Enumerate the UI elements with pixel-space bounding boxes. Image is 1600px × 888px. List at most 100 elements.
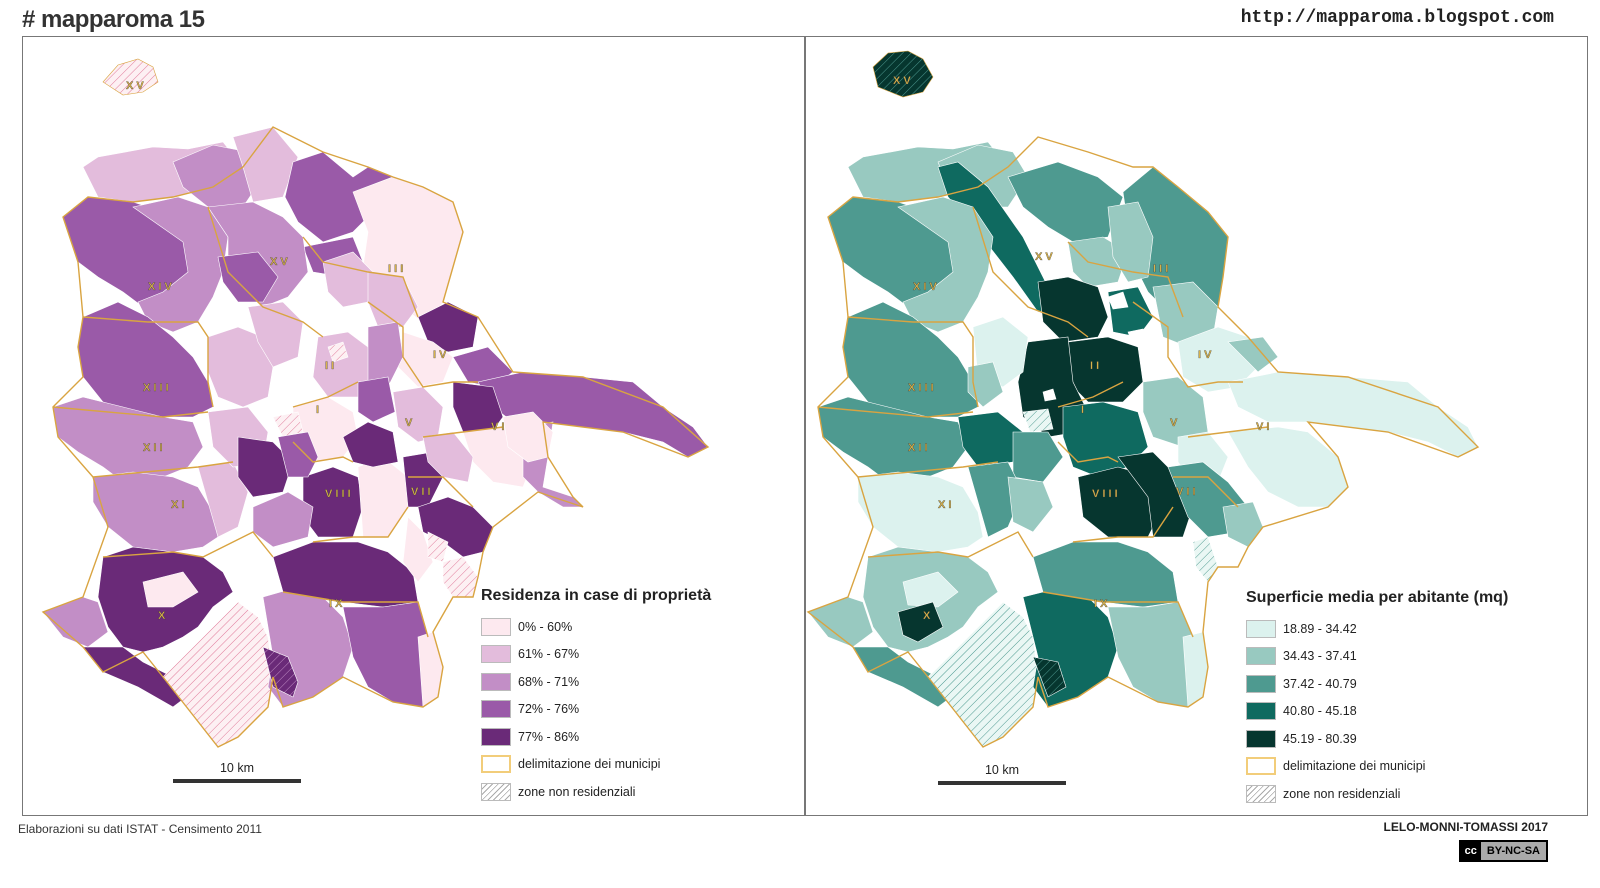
legend-label: 72% - 76%: [518, 702, 580, 717]
svg-text:I X: I X: [1094, 598, 1108, 610]
legend-label: 45.19 - 80.39: [1283, 731, 1357, 746]
zone-north-3: [1007, 161, 1124, 243]
svg-text:I X: I X: [329, 598, 343, 610]
legend-swatch: [481, 672, 511, 691]
zone-xi: [857, 471, 984, 553]
zone-ix-hatch: [1032, 656, 1067, 698]
map-ownership[interactable]: X V X V X I V I I I I V I I X I I I I V …: [23, 37, 804, 815]
svg-text:I I: I I: [325, 360, 334, 372]
zone-viii-c: [357, 456, 409, 538]
zone-xv-north: [872, 50, 934, 98]
blog-url[interactable]: http://mapparoma.blogspot.com: [1240, 8, 1554, 28]
zone-v-b: [422, 431, 474, 483]
legend-label: delimitazione dei municipi: [518, 757, 661, 772]
legend-swatch: [481, 755, 511, 774]
svg-text:I I: I I: [1090, 360, 1099, 372]
zone-ii-hatch: [327, 341, 349, 363]
legend-surface: Superficie media per abitante (mq) 18.89…: [1246, 589, 1508, 808]
zone-xv-b: [217, 251, 279, 303]
svg-text:X: X: [923, 610, 931, 622]
zone-xii-c: [277, 431, 319, 478]
legend-item: 72% - 76%: [481, 696, 711, 724]
legend-swatch: [1246, 647, 1276, 666]
cc-icon: cc: [1460, 842, 1481, 860]
zone-x-b: [142, 571, 199, 608]
svg-text:V I I: V I I: [1176, 486, 1196, 498]
legend-label: 34.43 - 37.41: [1283, 649, 1357, 664]
zone-v-a: [392, 386, 444, 443]
zone-xv-north: [102, 58, 159, 96]
zone-xii-b: [237, 436, 294, 498]
svg-text:V I: V I: [491, 421, 504, 433]
svg-text:I I I: I I I: [388, 263, 403, 275]
svg-text:X I V: X I V: [913, 281, 938, 293]
scale-line: [938, 781, 1066, 785]
legend-label: zone non residenziali: [518, 784, 636, 799]
svg-text:X: X: [158, 610, 166, 622]
svg-text:I V: I V: [1198, 349, 1212, 361]
svg-text:X I I I: X I I I: [908, 382, 934, 394]
legend-item: 40.80 - 45.18: [1246, 698, 1508, 726]
svg-text:V I: V I: [1256, 421, 1269, 433]
scale-label: 10 km: [984, 763, 1020, 777]
legend-label: 77% - 86%: [518, 729, 580, 744]
legend-item: 77% - 86%: [481, 723, 711, 751]
legend-ownership: Residenza in case di proprietà 0% - 60% …: [481, 587, 711, 806]
scale-bar: 10 km: [938, 763, 1066, 785]
zone-xiii-c: [967, 361, 1004, 408]
legend-swatch: [1246, 674, 1276, 693]
svg-text:X I: X I: [938, 499, 951, 511]
zone-xii-w: [817, 396, 969, 483]
svg-text:I V: I V: [433, 349, 447, 361]
zone-xii-c: [1012, 431, 1064, 483]
zone-xiv-2: [897, 196, 994, 333]
legend-label: 40.80 - 45.18: [1283, 704, 1357, 719]
svg-text:I I I: I I I: [1153, 263, 1168, 275]
zone-i-hatch: [1022, 408, 1054, 433]
page-title: # mapparoma 15: [22, 6, 205, 33]
zone-x-coast: [42, 596, 109, 648]
zone-ix-hatch: [262, 646, 299, 698]
legend-swatch: [481, 727, 511, 746]
source-note: Elaborazioni su dati ISTAT - Censimento …: [18, 822, 262, 836]
legend-item: 34.43 - 37.41: [1246, 643, 1508, 671]
svg-text:X I V: X I V: [148, 281, 173, 293]
zone-white-2: [1127, 328, 1149, 346]
zone-ii-b: [367, 321, 404, 388]
legend-item: 61% - 67%: [481, 641, 711, 669]
map-panel-surface: X V X V X I V I I I I V I I X I I I I V …: [805, 36, 1588, 816]
legend-item-hatch: zone non residenziali: [481, 778, 711, 806]
scale-label: 10 km: [219, 761, 255, 775]
svg-text:V I I: V I I: [411, 486, 431, 498]
svg-text:I: I: [316, 404, 319, 416]
license-label: BY-NC-SA: [1486, 845, 1540, 857]
legend-label: delimitazione dei municipi: [1283, 759, 1426, 774]
legend-swatch: [1246, 757, 1276, 776]
legend-swatch: [1246, 784, 1276, 803]
legend-label: 18.89 - 34.42: [1283, 621, 1357, 636]
legend-swatch: [481, 617, 511, 636]
zone-viii: [302, 466, 364, 538]
legend-label: 61% - 67%: [518, 647, 580, 662]
legend-label: zone non residenziali: [1283, 786, 1401, 801]
zone-x-dark: [897, 601, 944, 643]
zone-ne-b: [1107, 201, 1154, 283]
map-surface[interactable]: X V X V X I V I I I I V I I X I I I I V …: [806, 37, 1587, 815]
zone-centre-hatch: [272, 411, 304, 438]
svg-text:X V: X V: [126, 80, 144, 92]
legend-item-border: delimitazione dei municipi: [481, 751, 711, 779]
legend-swatch: [1246, 702, 1276, 721]
svg-text:X I: X I: [171, 499, 184, 511]
zone-vii-c: [402, 516, 434, 583]
legend-swatch: [481, 645, 511, 664]
zone-white-1: [1107, 291, 1129, 310]
authors-credit: LELO-MONNI-TOMASSI 2017: [1383, 820, 1548, 834]
svg-text:X V: X V: [893, 75, 911, 87]
svg-text:X I I: X I I: [908, 442, 928, 454]
map-panel-ownership: X V X V X I V I I I I V I I X I I I I V …: [22, 36, 805, 816]
license-badge[interactable]: cc BY-NC-SA: [1458, 840, 1548, 862]
zone-xi: [92, 471, 219, 553]
svg-text:V I I I: V I I I: [1092, 488, 1118, 500]
zone-centre-b: [357, 376, 396, 423]
zone-xiii-b: [207, 326, 274, 408]
